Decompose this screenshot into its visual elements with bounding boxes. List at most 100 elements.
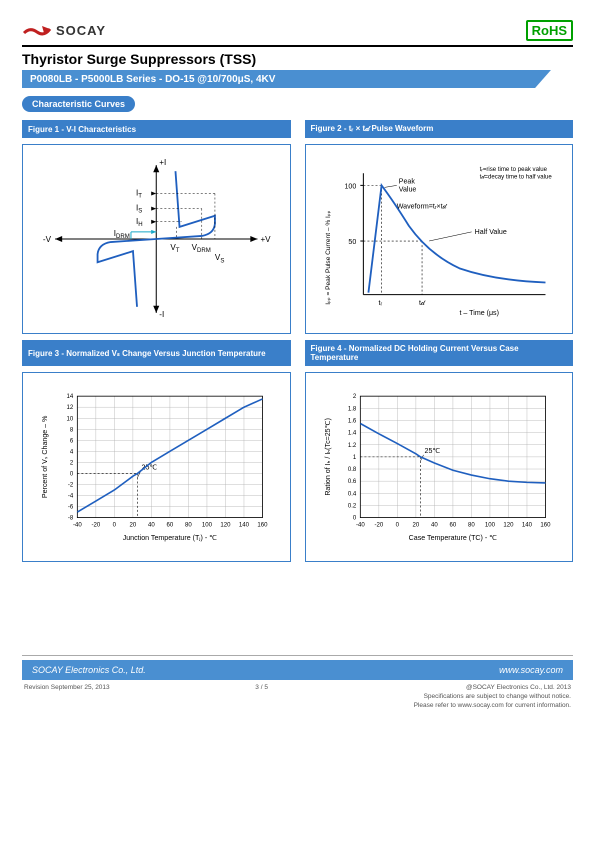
svg-text:60: 60 [449,523,456,529]
svg-text:0.2: 0.2 [347,503,356,509]
footer-company: SOCAY Electronics Co., Ltd. [32,665,146,675]
svg-text:140: 140 [239,523,250,529]
svg-text:tᵣ=rise time to peak value: tᵣ=rise time to peak value [479,167,547,173]
fig2-svg: 100 50 Peak Value Waveform=tᵣ×t𝒹 Half Va… [314,153,565,325]
series-banner: P0080LB - P5000LB Series - DO-15 @10/700… [22,70,573,88]
disclaimer2: Please refer to www.socay.com for curren… [414,702,571,711]
svg-text:-40: -40 [73,523,82,529]
section-pill: Characteristic Curves [22,96,135,112]
svg-text:80: 80 [468,523,475,529]
svg-text:-V: -V [43,235,52,244]
svg-text:6: 6 [70,438,74,444]
svg-text:VS: VS [215,253,224,264]
svg-text:0.4: 0.4 [347,491,356,497]
svg-text:Half Value: Half Value [474,228,506,236]
svg-text:100: 100 [344,182,356,190]
header: SOCAY RoHS [22,20,573,41]
fig3-chart: -40-20020406080100120140160-8-6-4-202468… [22,372,291,562]
svg-text:14: 14 [67,394,74,400]
svg-text:-6: -6 [68,505,74,511]
svg-text:tᵣ: tᵣ [378,299,382,307]
svg-text:40: 40 [431,523,438,529]
svg-text:120: 120 [220,523,231,529]
page-title: Thyristor Surge Suppressors (TSS) [22,51,573,67]
logo-mark-icon [22,23,52,39]
fig2-chart: 100 50 Peak Value Waveform=tᵣ×t𝒹 Half Va… [305,144,574,334]
svg-text:-20: -20 [374,523,383,529]
svg-text:20: 20 [130,523,137,529]
svg-text:IS: IS [136,204,142,215]
fig1-chart: +I -I +V -V IT IS [22,144,291,334]
page-number: 3 / 5 [255,684,268,710]
svg-text:160: 160 [257,523,268,529]
footer-meta: Revision September 25, 2013 3 / 5 @SOCAY… [22,684,573,710]
svg-text:12: 12 [67,405,74,411]
svg-text:Waveform=tᵣ×t𝒹: Waveform=tᵣ×t𝒹 [396,203,447,211]
logo: SOCAY [22,23,106,39]
svg-text:-20: -20 [91,523,100,529]
svg-text:2: 2 [70,460,74,466]
series-text: P0080LB - P5000LB Series - DO-15 @10/700… [22,70,551,88]
svg-text:+I: +I [159,158,166,167]
svg-text:Junction Temperature (Tⱼ) - ℃: Junction Temperature (Tⱼ) - ℃ [123,534,217,542]
fig3-svg: -40-20020406080100120140160-8-6-4-202468… [31,381,282,553]
svg-text:Ration of Iₕ / Iₕ(Tc=25℃): Ration of Iₕ / Iₕ(Tc=25℃) [323,418,331,496]
svg-text:t𝒹: t𝒹 [419,299,426,307]
footer-url: www.socay.com [499,665,563,675]
svg-text:-4: -4 [68,494,74,500]
fig1-title: Figure 1 - V-I Characteristics [22,120,291,138]
svg-text:1.2: 1.2 [347,443,356,449]
svg-text:10: 10 [67,416,74,422]
disclaimer1: Specifications are subject to change wit… [414,693,571,702]
svg-text:8: 8 [70,427,74,433]
svg-text:0: 0 [70,471,74,477]
fig3-title: Figure 3 - Normalized Vₛ Change Versus J… [22,340,291,366]
svg-text:4: 4 [70,449,74,455]
svg-text:40: 40 [148,523,155,529]
svg-text:1.4: 1.4 [347,431,356,437]
svg-text:-2: -2 [68,482,74,488]
svg-text:Peak: Peak [398,177,415,185]
revision-date: September 25, 2013 [51,684,110,691]
fig4-chart: -40-2002040608010012014016000.20.40.60.8… [305,372,574,562]
svg-text:0: 0 [113,523,117,529]
svg-text:VT: VT [170,243,179,254]
copyright: @SOCAY Electronics Co., Ltd. 2013 [414,684,571,693]
svg-text:2: 2 [352,394,356,400]
svg-text:t𝒹=decay time to half value: t𝒹=decay time to half value [479,174,552,180]
svg-text:Value: Value [398,185,416,193]
fig2-title: Figure 2 - tᵣ × t𝒹 Pulse Waveform [305,120,574,138]
svg-text:100: 100 [484,523,495,529]
svg-text:-I: -I [159,310,164,319]
svg-text:1.6: 1.6 [347,418,356,424]
svg-text:+V: +V [260,235,271,244]
svg-text:80: 80 [185,523,192,529]
svg-text:1.8: 1.8 [347,406,356,412]
fig4-title: Figure 4 - Normalized DC Holding Current… [305,340,574,366]
divider [22,655,573,656]
svg-text:120: 120 [503,523,514,529]
revision-label: Revision [24,684,49,691]
svg-text:Iₚₚ = Peak Pulse Current – % I: Iₚₚ = Peak Pulse Current – % Iₚₚ [324,210,331,304]
svg-text:IDRM: IDRM [114,229,130,240]
svg-text:Percent of Vₛ Change – %: Percent of Vₛ Change – % [41,415,49,498]
svg-text:-8: -8 [68,516,74,522]
svg-text:IT: IT [136,188,142,199]
fig4-svg: -40-2002040608010012014016000.20.40.60.8… [314,381,565,553]
svg-text:160: 160 [540,523,551,529]
logo-text: SOCAY [56,23,106,38]
svg-text:VDRM: VDRM [192,243,211,254]
svg-text:50: 50 [348,238,356,246]
svg-text:140: 140 [521,523,532,529]
svg-text:t – Time (μs): t – Time (μs) [459,309,498,317]
svg-text:IH: IH [136,217,143,228]
svg-text:0.6: 0.6 [347,479,356,485]
svg-text:0: 0 [395,523,399,529]
fig1-svg: +I -I +V -V IT IS [31,153,282,325]
svg-text:-40: -40 [355,523,364,529]
svg-text:0: 0 [352,516,356,522]
svg-text:1: 1 [352,455,356,461]
svg-text:20: 20 [412,523,419,529]
svg-text:100: 100 [202,523,213,529]
svg-text:Case Temperature (TC) - ℃: Case Temperature (TC) - ℃ [408,534,497,542]
